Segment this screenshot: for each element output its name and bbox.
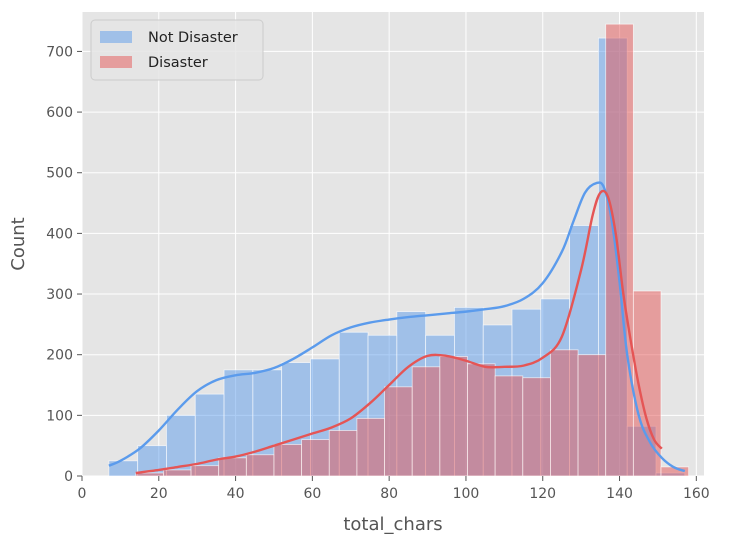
kde-line-not-disaster: [108, 181, 686, 473]
legend-label-disaster: Disaster: [148, 55, 208, 71]
bar-disaster: [467, 363, 496, 477]
bar-disaster: [577, 354, 607, 477]
bars-disaster: [135, 23, 690, 477]
y-tick-label: 200: [46, 348, 73, 364]
bar-disaster: [550, 349, 579, 477]
x-tick-label: 60: [303, 486, 321, 502]
x-tick-label: 20: [150, 486, 168, 502]
bar-disaster: [384, 386, 413, 477]
legend-swatch-not-disaster: [100, 31, 132, 43]
bar-disaster: [190, 465, 220, 477]
kde-line-disaster: [135, 189, 663, 475]
y-tick-label: 0: [64, 469, 73, 485]
legend-swatch-disaster: [100, 56, 132, 68]
x-tick-label: 100: [453, 486, 480, 502]
y-tick-label: 600: [46, 105, 73, 121]
bar-disaster: [162, 469, 192, 477]
x-axis-ticks: 0 20 40 60 80 100 120 140 160: [78, 476, 710, 502]
bar-disaster: [273, 444, 303, 477]
y-tick-label: 300: [46, 287, 73, 303]
bar-disaster: [218, 457, 247, 477]
bar-disaster: [439, 356, 468, 477]
bar-disaster: [356, 417, 385, 477]
x-tick-label: 40: [227, 486, 245, 502]
y-axis-ticks: 0 100 200 300 400 500 600 700: [46, 44, 82, 485]
legend-label-not-disaster: Not Disaster: [148, 30, 238, 46]
y-tick-label: 400: [46, 226, 73, 242]
bar-disaster: [411, 366, 441, 477]
bar-disaster: [301, 439, 330, 477]
x-tick-label: 80: [380, 486, 398, 502]
x-tick-label: 160: [683, 486, 710, 502]
y-axis-title: Count: [8, 217, 29, 270]
bar-disaster: [328, 430, 358, 477]
x-axis-title: total_chars: [343, 514, 442, 535]
y-tick-label: 100: [46, 408, 73, 424]
x-tick-label: 120: [529, 486, 556, 502]
bar-disaster: [494, 375, 524, 477]
bar-disaster: [245, 454, 275, 477]
x-tick-label: 0: [78, 486, 87, 502]
y-tick-label: 500: [46, 166, 73, 182]
bar-disaster: [522, 377, 551, 477]
y-tick-label: 700: [46, 44, 73, 60]
bar-disaster: [605, 23, 634, 477]
legend: Not Disaster Disaster: [90, 19, 264, 81]
x-tick-label: 140: [606, 486, 633, 502]
legend-box: [90, 19, 264, 81]
